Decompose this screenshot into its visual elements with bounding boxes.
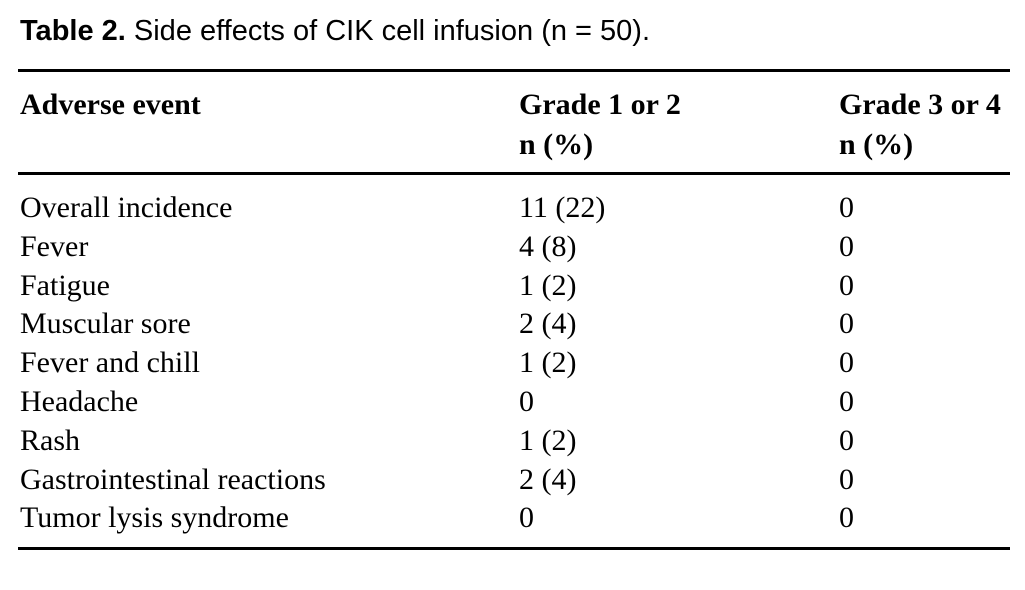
table-row: Muscular sore 2 (4) 0: [18, 305, 1010, 344]
header-line1: Adverse event: [20, 88, 201, 121]
grade12-cell: 2 (4): [519, 462, 577, 496]
adverse-event-cell: Fever and chill: [20, 346, 200, 380]
grade34-cell: 0: [839, 191, 854, 224]
table-caption: Table 2. Side effects of CIK cell infusi…: [20, 14, 1025, 48]
header-row: Adverse event Grade 1 or 2 n (%) Grade 3…: [18, 71, 1010, 174]
table-row: Fever 4 (8) 0: [18, 228, 1010, 267]
column-header-grade-3-4: Grade 3 or 4 n (%): [837, 71, 1010, 174]
grade12-cell: 1 (2): [519, 346, 577, 380]
adverse-event-cell: Gastrointestinal reactions: [20, 462, 326, 496]
side-effects-table: Adverse event Grade 1 or 2 n (%) Grade 3…: [18, 69, 1010, 551]
adverse-event-cell: Overall incidence: [20, 191, 233, 224]
caption-label: Table 2.: [20, 15, 126, 47]
grade34-cell: 0: [839, 423, 854, 457]
grade12-cell: 2 (4): [519, 307, 577, 341]
table-row: Headache 0 0: [18, 383, 1010, 422]
column-header-grade-1-2: Grade 1 or 2 n (%): [517, 71, 837, 174]
adverse-event-cell: Fatigue: [20, 268, 110, 302]
column-header-adverse-event: Adverse event: [18, 71, 517, 174]
table-body: Overall incidence 11 (22) 0 Fever 4 (8) 0 Fati…: [18, 174, 1010, 549]
grade34-cell: 0: [839, 501, 854, 535]
grade12-cell: 0: [519, 501, 534, 535]
grade12-cell: 0: [519, 384, 534, 418]
grade12-cell: 1 (2): [519, 268, 577, 302]
header-line2: n (%): [519, 128, 594, 161]
grade34-cell: 0: [839, 346, 854, 380]
grade34-cell: 0: [839, 384, 854, 418]
header-line1: Grade 3 or 4: [839, 88, 1001, 121]
table-header: Adverse event Grade 1 or 2 n (%) Grade 3…: [18, 71, 1010, 174]
header-line1: Grade 1 or 2: [519, 88, 681, 121]
grade12-cell: 1 (2): [519, 423, 577, 457]
grade34-cell: 0: [839, 229, 854, 263]
grade34-cell: 0: [839, 268, 854, 302]
grade12-cell: 11 (22): [519, 191, 606, 224]
table-row: Tumor lysis syndrome 0 0: [18, 499, 1010, 548]
grade34-cell: 0: [839, 462, 854, 496]
adverse-event-cell: Muscular sore: [20, 307, 191, 341]
adverse-event-cell: Fever: [20, 229, 89, 263]
table-row: Fever and chill 1 (2) 0: [18, 344, 1010, 383]
grade34-cell: 0: [839, 307, 854, 341]
caption-text: Side effects of CIK cell infusion (n = 5…: [125, 15, 650, 47]
adverse-event-cell: Tumor lysis syndrome: [20, 501, 289, 535]
grade12-cell: 4 (8): [519, 229, 577, 263]
table-row: Overall incidence 11 (22) 0: [18, 174, 1010, 228]
table-row: Rash 1 (2) 0: [18, 422, 1010, 461]
table-row: Fatigue 1 (2) 0: [18, 267, 1010, 306]
adverse-event-cell: Headache: [20, 384, 139, 418]
header-line2: n (%): [839, 128, 914, 161]
table-row: Gastrointestinal reactions 2 (4) 0: [18, 461, 1010, 500]
adverse-event-cell: Rash: [20, 423, 80, 457]
